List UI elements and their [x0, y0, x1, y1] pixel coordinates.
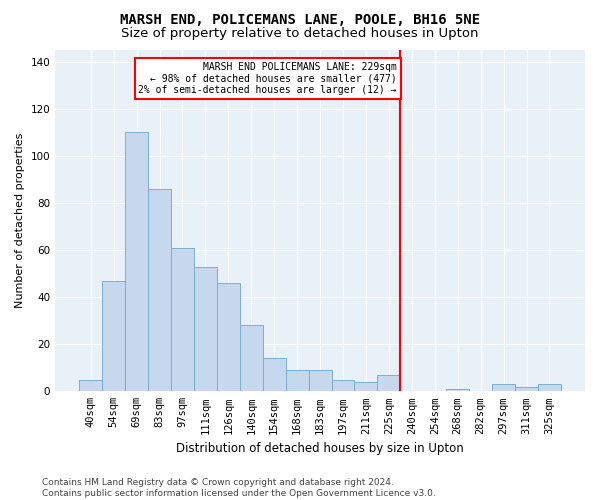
Text: Contains HM Land Registry data © Crown copyright and database right 2024.
Contai: Contains HM Land Registry data © Crown c…: [42, 478, 436, 498]
Bar: [217, 283, 240, 392]
Y-axis label: Number of detached properties: Number of detached properties: [15, 133, 25, 308]
Bar: [355, 382, 377, 392]
Text: MARSH END, POLICEMANS LANE, POOLE, BH16 5NE: MARSH END, POLICEMANS LANE, POOLE, BH16 …: [120, 12, 480, 26]
Bar: [240, 326, 263, 392]
Bar: [263, 358, 286, 392]
Bar: [538, 384, 561, 392]
Text: Size of property relative to detached houses in Upton: Size of property relative to detached ho…: [121, 28, 479, 40]
Text: MARSH END POLICEMANS LANE: 229sqm
← 98% of detached houses are smaller (477)
2% : MARSH END POLICEMANS LANE: 229sqm ← 98% …: [139, 62, 397, 95]
Bar: [446, 389, 469, 392]
Bar: [171, 248, 194, 392]
Bar: [102, 280, 125, 392]
Bar: [332, 380, 355, 392]
Bar: [194, 266, 217, 392]
Bar: [515, 386, 538, 392]
Bar: [148, 189, 171, 392]
Bar: [492, 384, 515, 392]
X-axis label: Distribution of detached houses by size in Upton: Distribution of detached houses by size …: [176, 442, 464, 455]
Bar: [377, 375, 400, 392]
Bar: [308, 370, 332, 392]
Bar: [286, 370, 308, 392]
Bar: [79, 380, 102, 392]
Bar: [125, 132, 148, 392]
